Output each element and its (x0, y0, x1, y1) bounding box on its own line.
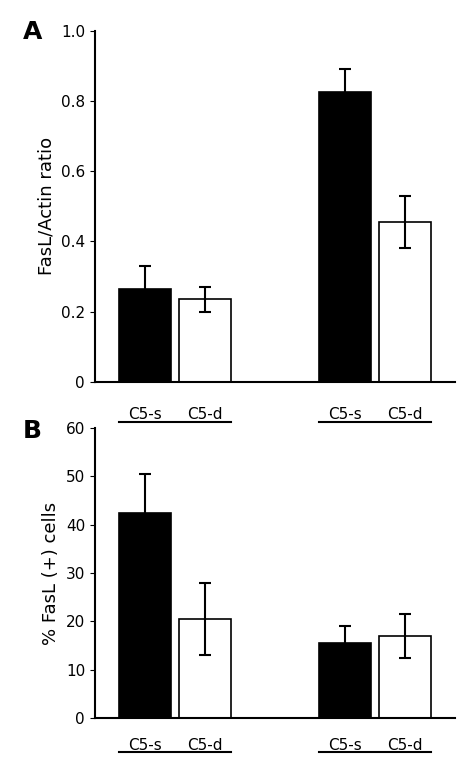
Text: C5-s: C5-s (328, 739, 362, 753)
Text: C5-d: C5-d (187, 406, 223, 422)
Text: C5-d: C5-d (187, 739, 223, 753)
Y-axis label: FasL/Actin ratio: FasL/Actin ratio (37, 138, 55, 275)
Text: A: A (23, 20, 42, 44)
Bar (179, 299, 231, 382)
Text: Acute
EAE: Acute EAE (348, 448, 402, 487)
Bar (319, 643, 371, 718)
Y-axis label: % FasL (+) cells: % FasL (+) cells (42, 501, 60, 645)
Text: C5-s: C5-s (328, 406, 362, 422)
Bar (319, 92, 371, 382)
Text: Control: Control (140, 448, 210, 467)
Bar (379, 636, 431, 718)
Bar (179, 619, 231, 718)
Bar (119, 513, 171, 718)
Text: C5-d: C5-d (387, 406, 423, 422)
Text: C5-d: C5-d (387, 739, 423, 753)
Bar (119, 289, 171, 382)
Text: C5-s: C5-s (128, 739, 162, 753)
Text: C5-s: C5-s (128, 406, 162, 422)
Bar (379, 222, 431, 382)
Text: B: B (23, 419, 42, 443)
